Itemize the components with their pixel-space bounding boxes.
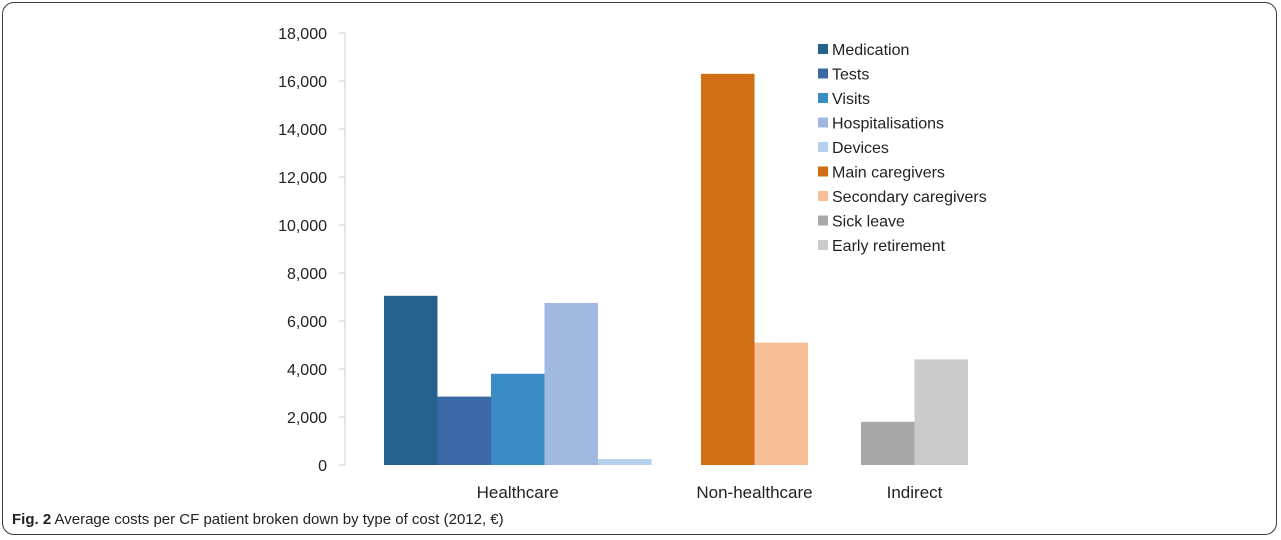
legend-label: Medication — [832, 42, 909, 59]
y-tick-label: 14,000 — [278, 122, 327, 139]
legend-swatch — [818, 44, 828, 54]
legend-label: Sick leave — [832, 214, 905, 231]
bars — [384, 73, 968, 466]
legend-swatch — [818, 240, 828, 250]
legend-swatch — [818, 117, 828, 128]
legend-swatch — [818, 93, 828, 103]
legend-swatch — [818, 68, 828, 79]
category-label: Non-healthcare — [696, 483, 812, 502]
bar-medication — [384, 295, 438, 465]
y-tick-label: 8,000 — [287, 266, 327, 283]
legend: Medication Tests Visits Hospitalisations Dev… — [818, 42, 987, 255]
legend-label: Visits — [832, 91, 870, 108]
y-tick-label: 16,000 — [278, 74, 327, 91]
y-axis: 0 2,000 4,000 6,000 8,000 10,000 12,000 14,000 1… — [278, 26, 346, 475]
figure-label: Fig. 2 — [12, 511, 52, 528]
figure-caption: Fig. 2 Average costs per CF patient brok… — [12, 511, 504, 528]
bar-tests — [437, 396, 491, 465]
y-tick-label: 6,000 — [287, 314, 327, 331]
legend-swatch — [818, 166, 828, 177]
bar-sick-leave — [861, 421, 915, 465]
legend-swatch — [818, 215, 828, 226]
legend-swatch — [818, 191, 828, 201]
bar-devices — [598, 459, 652, 465]
bar-hospitalisations — [544, 303, 598, 465]
y-tick-label: 12,000 — [278, 170, 327, 187]
y-tick-label: 2,000 — [287, 410, 327, 427]
y-tick-label: 0 — [318, 458, 327, 475]
legend-label: Hospitalisations — [832, 116, 944, 133]
legend-label: Tests — [832, 67, 869, 84]
legend-label: Secondary caregivers — [832, 189, 987, 206]
legend-label: Main caregivers — [832, 165, 945, 182]
bar-secondary-caregivers — [754, 342, 808, 465]
y-tick-label: 18,000 — [278, 26, 327, 43]
category-label: Healthcare — [477, 483, 559, 502]
bar-visits — [491, 373, 545, 465]
figure-caption-text: Average costs per CF patient broken down… — [51, 511, 504, 528]
y-tick-label: 10,000 — [278, 218, 327, 235]
legend-label: Devices — [832, 140, 889, 157]
bar-early-retirement — [914, 359, 968, 465]
bar-main-caregivers — [701, 73, 755, 466]
category-label: Indirect — [887, 483, 943, 502]
legend-swatch — [818, 142, 828, 152]
legend-label: Early retirement — [832, 238, 945, 255]
y-tick-label: 4,000 — [287, 362, 327, 379]
category-labels: Healthcare Non-healthcare Indirect — [477, 483, 943, 502]
